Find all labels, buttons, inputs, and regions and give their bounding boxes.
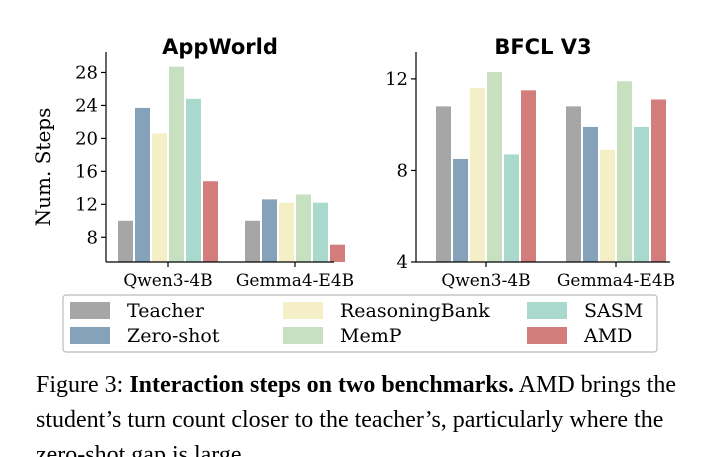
- caption-prefix: Figure 3:: [36, 372, 130, 398]
- bar-sasm: [313, 202, 328, 262]
- legend-swatch-memp: [283, 327, 323, 344]
- y-tick-label: 20: [75, 128, 98, 149]
- legend-label: Teacher: [127, 300, 205, 322]
- chart-title: BFCL V3: [494, 35, 591, 59]
- caption-bold: Interaction steps on two benchmarks.: [129, 372, 514, 398]
- y-tick-label: 4: [397, 252, 408, 273]
- legend-swatch-zero-shot: [70, 327, 110, 344]
- y-tick-label: 12: [385, 69, 408, 90]
- bar-amd: [203, 181, 218, 262]
- y-tick-label: 8: [397, 160, 408, 181]
- bar-amd: [330, 244, 345, 262]
- legend-swatch-amd: [527, 327, 567, 344]
- legend-swatch-teacher: [70, 302, 110, 319]
- y-tick-label: 12: [75, 194, 98, 215]
- y-tick-label: 24: [75, 95, 98, 116]
- chart-title: AppWorld: [162, 35, 278, 59]
- bar-sasm: [504, 154, 519, 262]
- legend-swatch-reasoningbank: [283, 302, 323, 319]
- bar-amd: [651, 99, 666, 262]
- bar-reasoningbank: [279, 202, 294, 262]
- legend-label: ReasoningBank: [340, 300, 490, 322]
- bar-sasm: [634, 126, 649, 262]
- bar-zero-shot: [262, 199, 277, 262]
- bar-memp: [296, 194, 311, 262]
- y-tick-label: 28: [75, 62, 98, 83]
- y-axis-label: Num. Steps: [31, 108, 55, 227]
- appworld-panel: AppWorld Num. Steps 8 12 16 20 24 28 Qwen3-4B Gem…: [31, 35, 354, 291]
- bar-reasoningbank: [470, 88, 485, 263]
- legend: Teacher ReasoningBank SASM Zero-shot MemP AMD: [62, 294, 658, 353]
- y-tick-label: 8: [87, 227, 98, 248]
- legend-label: MemP: [340, 325, 402, 347]
- bar-teacher: [118, 220, 133, 262]
- bar-reasoningbank: [600, 149, 615, 262]
- bar-sasm: [186, 98, 201, 263]
- caption-rest: AMD brings the student’s turn count clos…: [36, 372, 676, 457]
- legend-swatch-sasm: [527, 302, 567, 319]
- legend-label: AMD: [583, 325, 632, 347]
- y-tick-label: 16: [75, 161, 98, 182]
- legend-label: Zero-shot: [127, 325, 220, 347]
- legend-frame: [62, 294, 658, 353]
- x-tick-label: Qwen3-4B: [441, 271, 530, 291]
- bar-reasoningbank: [152, 133, 167, 262]
- figure-caption: Figure 3: Interaction steps on two bench…: [36, 368, 716, 457]
- bar-zero-shot: [583, 126, 598, 262]
- bar-teacher: [436, 106, 451, 262]
- bar-amd: [521, 90, 536, 262]
- x-tick-label: Gemma4-E4B: [557, 271, 675, 291]
- bar-memp: [617, 81, 632, 262]
- bar-zero-shot: [453, 159, 468, 262]
- x-tick-label: Qwen3-4B: [123, 271, 212, 291]
- bar-teacher: [245, 220, 260, 262]
- bar-memp: [169, 66, 184, 262]
- figure: AppWorld Num. Steps 8 12 16 20 24 28 Qwen3-4B Gem…: [31, 35, 675, 353]
- bar-memp: [487, 72, 502, 263]
- x-tick-label: Gemma4-E4B: [236, 271, 354, 291]
- bar-teacher: [566, 106, 581, 262]
- legend-label: SASM: [584, 300, 643, 322]
- bfcl-panel: BFCL V3 4 8 12 Qwen3-4B Gemma4-E4B: [385, 35, 675, 291]
- bar-zero-shot: [135, 107, 150, 262]
